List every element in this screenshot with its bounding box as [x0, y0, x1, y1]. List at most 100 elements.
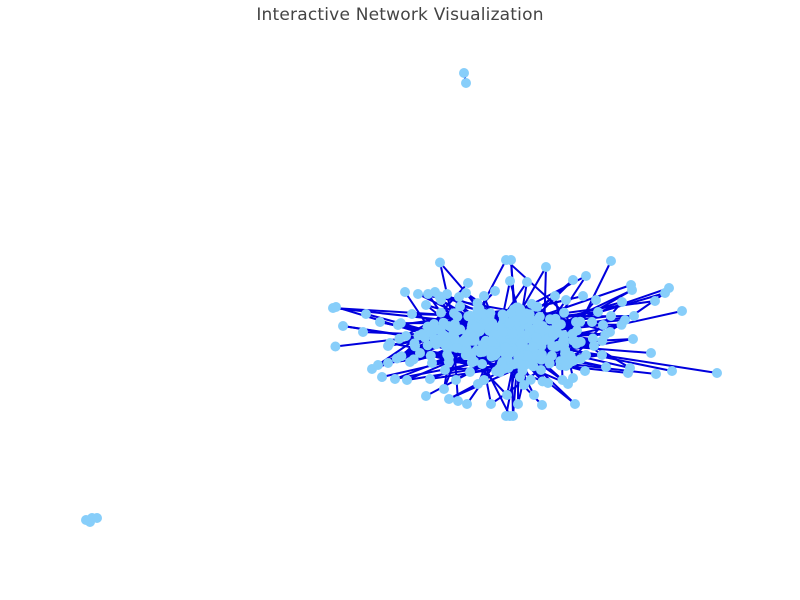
network-node[interactable] [425, 374, 435, 384]
network-node[interactable] [541, 262, 551, 272]
network-node[interactable] [462, 399, 472, 409]
network-node[interactable] [500, 342, 511, 353]
network-node[interactable] [522, 350, 533, 361]
network-node[interactable] [396, 351, 407, 362]
network-node[interactable] [427, 358, 437, 368]
network-node[interactable] [597, 350, 607, 360]
network-node[interactable] [501, 411, 511, 421]
network-node[interactable] [477, 359, 488, 369]
network-node[interactable] [587, 333, 598, 344]
network-node[interactable] [430, 287, 440, 297]
network-node[interactable] [465, 367, 475, 377]
network-node[interactable] [559, 307, 570, 318]
network-node[interactable] [402, 375, 412, 385]
network-node[interactable] [587, 317, 597, 327]
network-node[interactable] [92, 513, 102, 523]
network-node[interactable] [463, 278, 473, 288]
network-node[interactable] [451, 342, 462, 353]
network-node[interactable] [580, 366, 590, 376]
network-node[interactable] [593, 307, 603, 317]
network-node[interactable] [405, 357, 415, 367]
network-node[interactable] [487, 336, 498, 347]
network-node[interactable] [526, 314, 537, 325]
network-node[interactable] [497, 326, 508, 337]
network-node[interactable] [436, 295, 446, 305]
network-node[interactable] [561, 361, 571, 371]
network-node[interactable] [331, 302, 341, 312]
network-node[interactable] [450, 334, 460, 344]
network-node[interactable] [461, 288, 471, 298]
network-node[interactable] [545, 314, 555, 325]
network-node[interactable] [469, 331, 480, 342]
network-node[interactable] [550, 291, 560, 301]
network-node[interactable] [589, 341, 599, 351]
network-node[interactable] [651, 369, 661, 379]
network-node[interactable] [606, 256, 616, 266]
network-node[interactable] [505, 276, 515, 286]
network-node[interactable] [458, 335, 469, 346]
network-node[interactable] [451, 375, 461, 385]
network-node[interactable] [421, 391, 431, 401]
network-node[interactable] [522, 277, 532, 287]
network-node[interactable] [531, 332, 542, 343]
network-node[interactable] [401, 331, 411, 341]
network-node[interactable] [478, 339, 488, 350]
network-node[interactable] [605, 327, 615, 337]
network-node[interactable] [390, 374, 400, 384]
network-node[interactable] [529, 390, 539, 400]
network-node[interactable] [439, 384, 449, 394]
network-node[interactable] [442, 349, 453, 360]
network-node[interactable] [712, 368, 722, 378]
network-node[interactable] [452, 311, 463, 322]
network-node[interactable] [504, 317, 515, 328]
network-node[interactable] [443, 357, 454, 368]
network-node[interactable] [472, 304, 483, 315]
network-node[interactable] [435, 325, 446, 336]
network-node[interactable] [460, 350, 471, 360]
network-node[interactable] [561, 295, 571, 305]
network-node[interactable] [515, 372, 525, 382]
network-node[interactable] [537, 400, 547, 410]
network-node[interactable] [563, 379, 573, 389]
network-node[interactable] [400, 287, 410, 297]
network-node[interactable] [601, 362, 611, 372]
network-node[interactable] [571, 317, 581, 327]
network-node[interactable] [519, 380, 529, 390]
network-node[interactable] [361, 309, 371, 319]
network-node[interactable] [422, 340, 433, 351]
network-node[interactable] [660, 288, 670, 298]
network-node[interactable] [508, 411, 518, 421]
network-node[interactable] [415, 348, 425, 358]
network-node[interactable] [620, 315, 630, 325]
network-node[interactable] [440, 365, 450, 375]
network-node[interactable] [677, 306, 687, 316]
network-node[interactable] [570, 399, 580, 409]
network-node[interactable] [568, 275, 578, 285]
network-node[interactable] [536, 365, 546, 375]
network-node[interactable] [413, 289, 423, 299]
network-node[interactable] [478, 346, 489, 357]
network-node[interactable] [490, 286, 500, 296]
network-node[interactable] [559, 334, 569, 345]
network-node[interactable] [479, 375, 489, 385]
network-node[interactable] [628, 334, 638, 344]
network-node[interactable] [623, 368, 633, 378]
network-node[interactable] [598, 320, 608, 330]
network-node[interactable] [540, 335, 551, 346]
network-node[interactable] [444, 394, 454, 404]
network-node[interactable] [471, 322, 482, 333]
network-node[interactable] [377, 372, 387, 382]
network-node[interactable] [629, 311, 639, 321]
network-node[interactable] [453, 396, 463, 406]
network-node[interactable] [571, 336, 582, 347]
network-node[interactable] [417, 329, 427, 339]
network-node[interactable] [581, 350, 591, 360]
network-node[interactable] [527, 341, 538, 352]
network-node[interactable] [429, 319, 439, 329]
network-node[interactable] [549, 341, 560, 352]
network-node[interactable] [358, 327, 368, 337]
network-node[interactable] [506, 255, 516, 265]
network-node[interactable] [452, 323, 462, 334]
network-node[interactable] [459, 68, 469, 78]
